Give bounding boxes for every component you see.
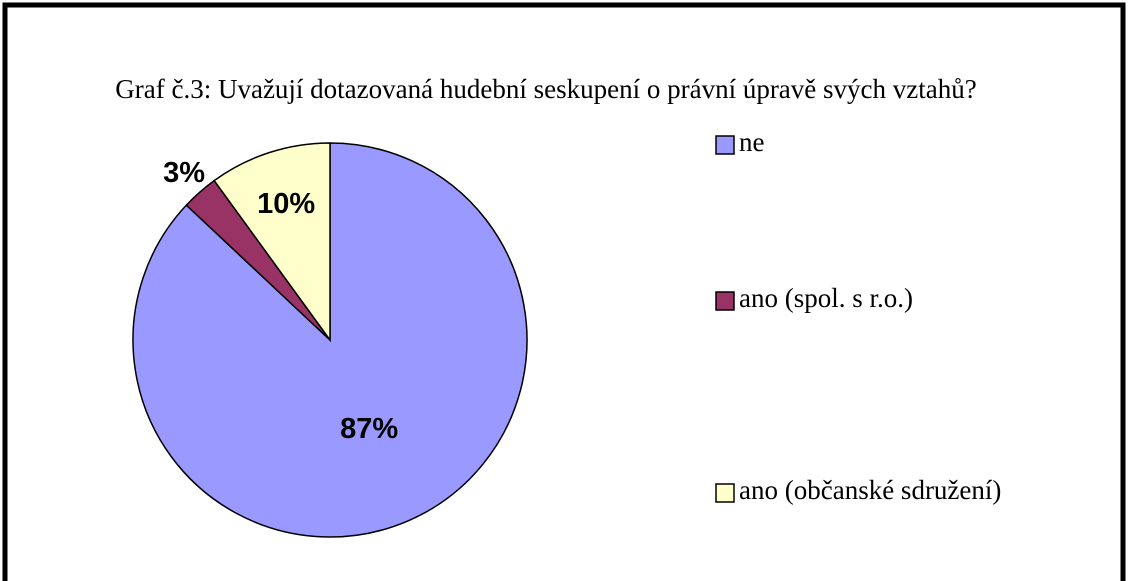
legend-swatch <box>715 291 735 311</box>
legend-swatch <box>715 135 735 155</box>
legend-swatch <box>715 483 735 503</box>
pie-slice <box>132 142 528 538</box>
pie-slice <box>213 142 331 343</box>
legend-label: ano (spol. s r.o.) <box>739 283 913 313</box>
chart-title: Graf č.3: Uvažují dotazovaná hudební ses… <box>115 74 977 104</box>
legend-label: ne <box>739 127 765 157</box>
data-label: 87% <box>340 413 398 445</box>
data-label: 10% <box>257 188 315 220</box>
legend-label: ano (občanské sdružení) <box>739 475 1001 505</box>
data-label: 3% <box>163 157 205 189</box>
